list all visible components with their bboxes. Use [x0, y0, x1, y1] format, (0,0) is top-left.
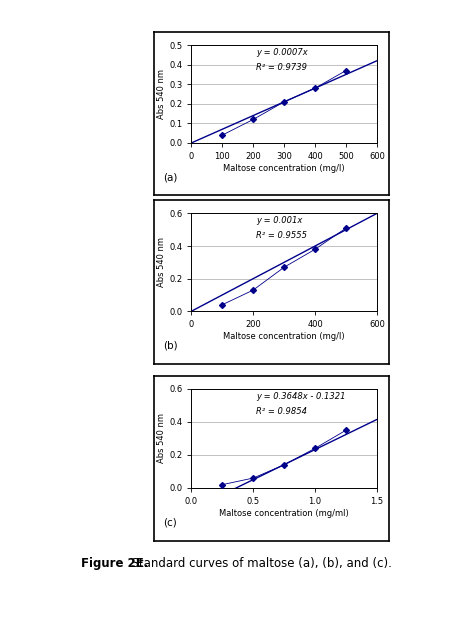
Text: Standard curves of maltose (a), (b), and (c).: Standard curves of maltose (a), (b), and…	[124, 557, 391, 570]
Text: y = 0.3648x - 0.1321: y = 0.3648x - 0.1321	[256, 392, 345, 401]
Y-axis label: Abs 540 nm: Abs 540 nm	[157, 237, 166, 287]
X-axis label: Maltose concentration (mg/ml): Maltose concentration (mg/ml)	[219, 509, 348, 518]
Text: (c): (c)	[163, 518, 176, 527]
Text: (b): (b)	[163, 340, 177, 351]
Text: y = 0.001x: y = 0.001x	[256, 216, 302, 225]
Text: (a): (a)	[163, 172, 177, 182]
Y-axis label: Abs 540 nm: Abs 540 nm	[157, 69, 166, 119]
Y-axis label: Abs 540 nm: Abs 540 nm	[157, 413, 166, 463]
Text: y = 0.0007x: y = 0.0007x	[256, 48, 307, 57]
X-axis label: Maltose concentration (mg/l): Maltose concentration (mg/l)	[223, 164, 344, 173]
Text: R² = 0.9739: R² = 0.9739	[256, 63, 307, 72]
Text: Figure 2E.: Figure 2E.	[81, 557, 148, 570]
X-axis label: Maltose concentration (mg/l): Maltose concentration (mg/l)	[223, 332, 344, 341]
Text: R² = 0.9555: R² = 0.9555	[256, 231, 307, 240]
Text: R² = 0.9854: R² = 0.9854	[256, 407, 307, 416]
Text: Figure 2E.  Standard curves of maltose (a), (b), and (c).: Figure 2E. Standard curves of maltose (a…	[81, 557, 407, 570]
